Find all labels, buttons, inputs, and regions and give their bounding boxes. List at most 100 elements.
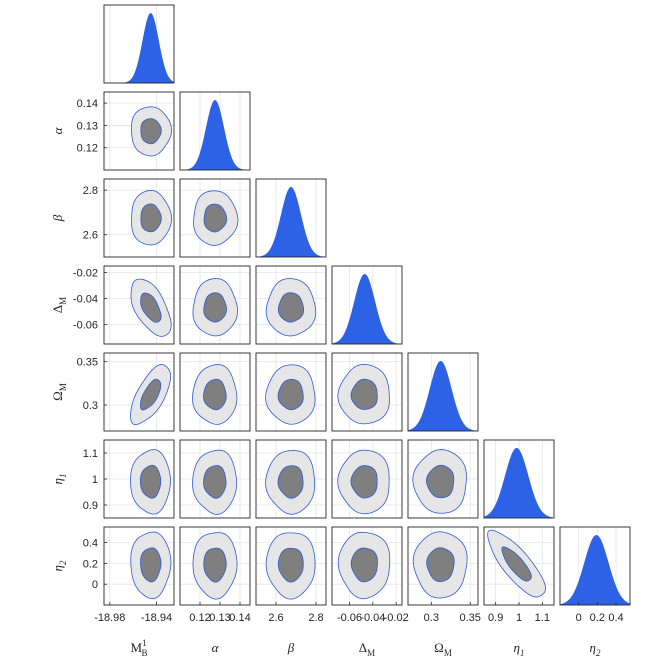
panel-beta-alpha [179, 178, 251, 258]
y-tick-label-eta1: 1 [92, 474, 98, 486]
axes-frame [331, 439, 403, 519]
y-tick-label-alpha: 0.14 [77, 98, 98, 110]
panel-DM-beta [255, 265, 327, 345]
axes-frame [255, 178, 327, 258]
x-tick-label-alpha: 0.13 [209, 612, 230, 624]
marginal-density-MB [104, 13, 174, 84]
axes-frame [331, 265, 403, 345]
x-tick-label-DM: -0.06 [337, 612, 362, 624]
x-axis-label-MB: M1 B [130, 638, 147, 658]
y-axis-label-eta2: η2 [50, 560, 68, 571]
axes-frame [255, 352, 327, 432]
axes-frame [407, 439, 479, 519]
x-axis-label-beta: β [287, 640, 295, 655]
x-tick-label-OM: 0.35 [460, 612, 481, 624]
panel-eta1-eta1 [483, 439, 555, 519]
inner-contour [140, 292, 162, 323]
axes-frame [103, 352, 175, 432]
inner-contour [203, 203, 228, 233]
y-tick-label-DM: -0.04 [73, 294, 98, 306]
inner-contour [426, 464, 455, 499]
axes-frame [559, 526, 631, 606]
panel-eta2-MB [103, 526, 175, 606]
y-tick-label-alpha: 0.13 [77, 120, 98, 132]
y-tick-label-eta2: 0.4 [83, 538, 98, 550]
axes-frame [179, 352, 251, 432]
panel-MB-MB [103, 4, 175, 84]
panel-alpha-MB [103, 91, 175, 171]
panel-OM-OM [407, 352, 479, 432]
x-tick-label-beta: 2.6 [268, 612, 283, 624]
y-tick-label-eta1: 0.9 [83, 500, 98, 512]
inner-contour [501, 546, 532, 582]
axes-frame [179, 91, 251, 171]
inner-contour [203, 547, 227, 583]
axes-frame [255, 265, 327, 345]
x-tick-label-eta1: 1 [516, 612, 522, 624]
x-axis-label-eta2: η2 [590, 640, 601, 658]
x-tick-label-eta2: 0 [576, 612, 582, 624]
panel-eta1-MB [103, 439, 175, 519]
axes-frame [255, 526, 327, 606]
y-axis-label-beta: β [50, 214, 65, 222]
marginal-density-eta2 [560, 535, 630, 605]
y-axis-label-alpha: α [50, 126, 65, 134]
marginal-density-DM [332, 274, 402, 344]
panel-eta2-beta [255, 526, 327, 606]
x-tick-label-eta1: 1.1 [535, 612, 550, 624]
panel-DM-MB [103, 265, 175, 345]
y-tick-label-beta: 2.8 [83, 185, 98, 197]
marginal-density-OM [408, 361, 478, 431]
axes-frame [407, 352, 479, 432]
panel-eta2-DM [331, 526, 403, 606]
axes-frame [483, 439, 555, 519]
axes-frame [103, 4, 175, 84]
axes-frame [331, 526, 403, 606]
panel-alpha-alpha [179, 91, 251, 171]
axes-frame [331, 352, 403, 432]
panel-OM-alpha [179, 352, 251, 432]
panel-OM-beta [255, 352, 327, 432]
x-tick-label-alpha: 0.12 [189, 612, 210, 624]
y-tick-label-alpha: 0.12 [77, 143, 98, 155]
marginal-density-beta [256, 187, 326, 257]
x-tick-label-alpha: 0.14 [229, 612, 250, 624]
inner-contour [139, 464, 162, 499]
inner-contour [203, 465, 227, 499]
panel-eta2-eta1 [483, 526, 555, 606]
x-axis-label-alpha: α [212, 640, 220, 655]
axes-frame [103, 526, 175, 606]
x-axis-label-DM: ΔM [359, 640, 375, 658]
axes-frame [407, 526, 479, 606]
panel-DM-DM [331, 265, 403, 345]
inner-contour [277, 379, 304, 411]
x-tick-label-DM: -0.02 [384, 612, 409, 624]
y-tick-label-eta2: 0.2 [83, 558, 98, 570]
inner-contour [350, 378, 378, 410]
y-tick-label-eta2: 0 [92, 579, 98, 591]
axes-frame [179, 265, 251, 345]
x-tick-label-MB: -18.94 [141, 612, 172, 624]
axes-frame [179, 439, 251, 519]
axes-frame [179, 178, 251, 258]
x-tick-label-DM: -0.04 [360, 612, 385, 624]
y-axis-label-OM: ΩM [50, 383, 68, 401]
inner-contour [350, 547, 378, 583]
x-tick-label-eta1: 0.9 [488, 612, 503, 624]
panel-eta2-eta2 [559, 526, 631, 606]
x-tick-label-MB: -18.98 [94, 612, 125, 624]
panel-eta2-alpha [179, 526, 251, 606]
panel-beta-MB [103, 178, 175, 258]
inner-contour [277, 292, 305, 323]
panel-DM-alpha [179, 265, 251, 345]
x-axis-label-eta1: η1 [514, 640, 525, 658]
inner-contour [350, 465, 378, 499]
panel-eta1-beta [255, 439, 327, 519]
y-tick-label-OM: 0.3 [83, 400, 98, 412]
inner-contour [426, 547, 455, 582]
panel-eta1-OM [407, 439, 479, 519]
y-tick-label-eta1: 1.1 [83, 448, 98, 460]
axes-frame [179, 526, 251, 606]
inner-contour [140, 203, 162, 233]
